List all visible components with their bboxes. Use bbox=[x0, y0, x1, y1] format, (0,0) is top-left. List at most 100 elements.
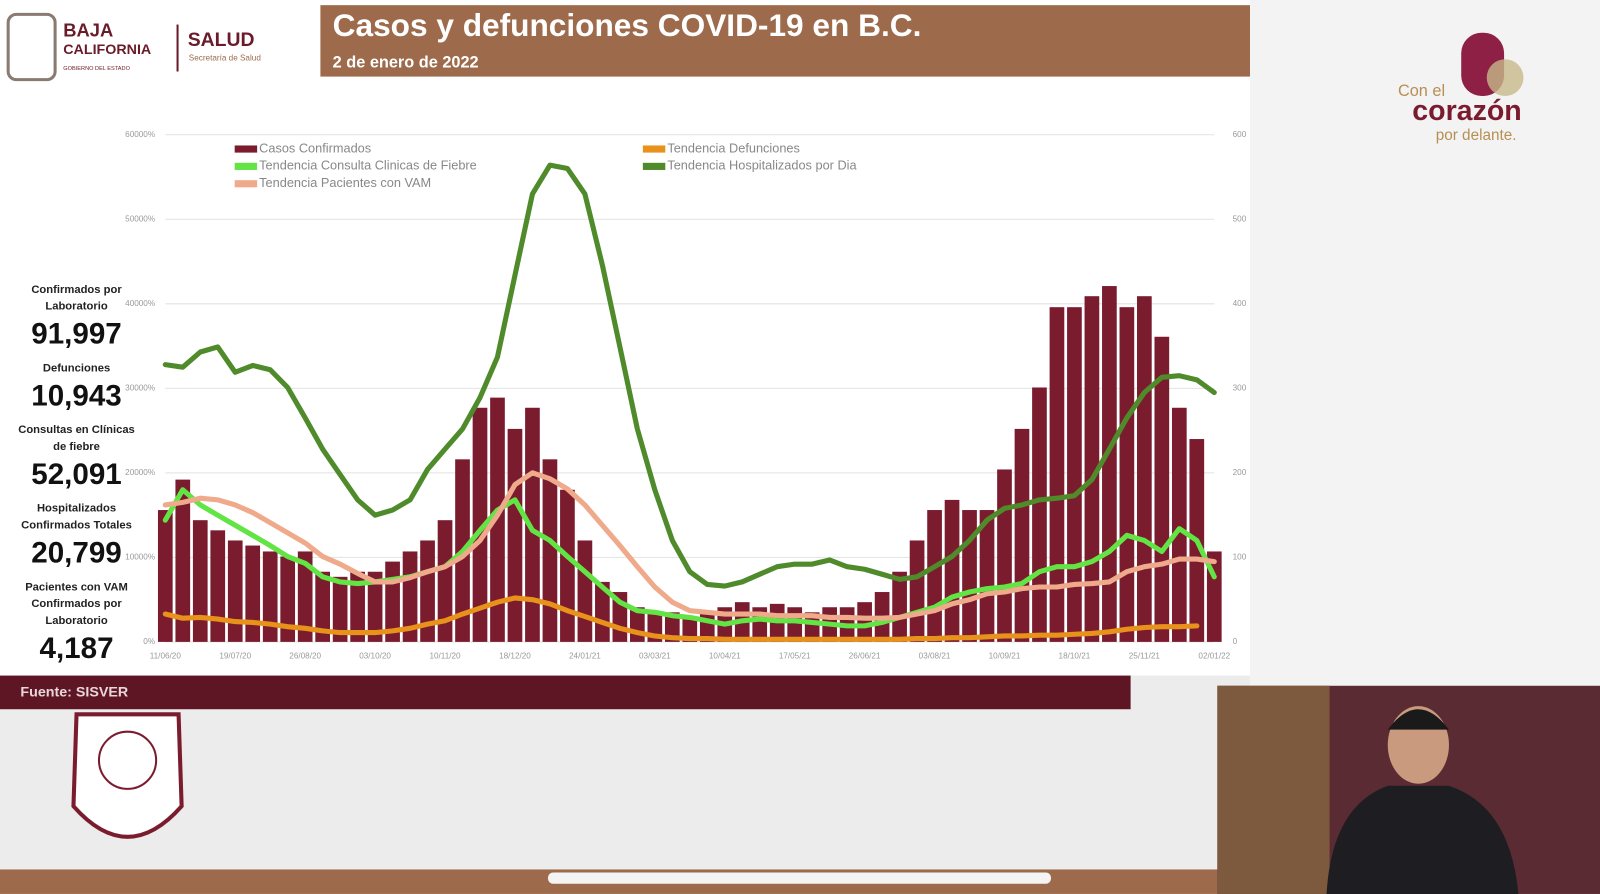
trend-line bbox=[162, 595, 1200, 642]
stat-label: de fiebre bbox=[53, 441, 100, 453]
title: Casos y defunciones COVID-19 en B.C. bbox=[333, 7, 922, 43]
stat-label: Laboratorio bbox=[45, 615, 107, 627]
x-tick-label: 03/08/21 bbox=[919, 651, 951, 660]
bar bbox=[542, 459, 558, 642]
y2-tick-label: 400 bbox=[1233, 299, 1247, 308]
x-tick-label: 18/10/21 bbox=[1059, 651, 1091, 660]
bar bbox=[944, 499, 960, 642]
bar bbox=[577, 540, 593, 642]
y2-tick-label: 0 bbox=[1233, 637, 1238, 646]
bar bbox=[1084, 296, 1100, 642]
dept-sub: Secretaría de Salud bbox=[189, 53, 262, 62]
bar bbox=[682, 617, 698, 642]
bar bbox=[315, 571, 330, 642]
bar bbox=[892, 571, 907, 642]
x-tick-label: 18/12/20 bbox=[499, 651, 531, 660]
bar bbox=[560, 489, 575, 642]
x-tick-label: 24/01/21 bbox=[569, 651, 601, 660]
trend-line bbox=[162, 162, 1217, 589]
bar bbox=[210, 530, 226, 642]
x-tick-label: 10/04/21 bbox=[709, 651, 741, 660]
bar bbox=[1032, 387, 1047, 642]
x-tick-label: 19/07/20 bbox=[219, 651, 251, 660]
stat-label: Hospitalizados bbox=[37, 503, 116, 515]
stat-value: 4,187 bbox=[40, 632, 114, 665]
logo-text: GOBIERNO DEL ESTADO bbox=[63, 66, 130, 72]
bar bbox=[367, 571, 383, 642]
bar bbox=[962, 510, 977, 642]
bar bbox=[979, 510, 995, 642]
bar bbox=[420, 540, 435, 642]
legend-label: Tendencia Consulta Clinicas de Fiebre bbox=[259, 158, 477, 173]
stat-label: Confirmados por bbox=[31, 284, 122, 296]
bar bbox=[1049, 307, 1065, 642]
x-tick-label: 03/03/21 bbox=[639, 651, 671, 660]
video-person bbox=[1326, 785, 1519, 894]
y-tick-label: 60000% bbox=[125, 130, 155, 139]
logo-text: CALIFORNIA bbox=[63, 42, 151, 58]
legend-swatch bbox=[234, 180, 258, 188]
bar bbox=[245, 545, 261, 642]
x-tick-label: 10/11/20 bbox=[429, 651, 461, 660]
shield bbox=[71, 712, 184, 839]
bar bbox=[664, 612, 680, 642]
footer-band bbox=[0, 675, 1131, 710]
bar bbox=[350, 571, 365, 642]
y-tick-label: 20000% bbox=[125, 468, 155, 477]
bar bbox=[525, 407, 540, 642]
brand-text: corazón bbox=[1412, 95, 1522, 127]
stat-value: 10,943 bbox=[31, 379, 121, 412]
y2-tick-label: 200 bbox=[1233, 468, 1247, 477]
subtitle: 2 de enero de 2022 bbox=[333, 54, 479, 72]
bar bbox=[437, 520, 453, 642]
y2-tick-label: 100 bbox=[1233, 553, 1247, 562]
legend-label: Tendencia Hospitalizados por Dia bbox=[667, 158, 857, 173]
x-tick-label: 02/01/22 bbox=[1198, 651, 1230, 660]
video-decor bbox=[1217, 685, 1330, 894]
legend-swatch bbox=[642, 162, 666, 170]
bar bbox=[1119, 307, 1135, 642]
legend-swatch bbox=[234, 162, 258, 170]
y-tick-label: 30000% bbox=[125, 383, 155, 392]
y2-tick-label: 600 bbox=[1233, 130, 1247, 139]
video-person bbox=[1387, 709, 1449, 730]
bar bbox=[472, 407, 488, 642]
stat-value: 91,997 bbox=[31, 318, 121, 351]
stat-label: Laboratorio bbox=[45, 301, 107, 313]
legend-label: Casos Confirmados bbox=[259, 140, 371, 155]
bar bbox=[1067, 307, 1082, 642]
bar bbox=[157, 510, 173, 642]
bar bbox=[332, 576, 348, 642]
trend-line bbox=[162, 487, 1217, 629]
x-tick-label: 03/10/20 bbox=[359, 651, 391, 660]
bar bbox=[595, 581, 610, 642]
y-tick-label: 40000% bbox=[125, 299, 155, 308]
legend-label: Tendencia Pacientes con VAM bbox=[259, 175, 431, 190]
stat-value: 20,799 bbox=[31, 536, 121, 569]
bar bbox=[1014, 428, 1030, 642]
bar bbox=[997, 469, 1012, 642]
y2-tick-label: 300 bbox=[1233, 383, 1247, 392]
bar bbox=[262, 551, 278, 642]
brand-text: por delante. bbox=[1436, 127, 1517, 144]
stat-label: Defunciones bbox=[43, 362, 110, 374]
dept-name: SALUD bbox=[188, 29, 255, 51]
bar bbox=[927, 510, 942, 642]
title-band bbox=[320, 5, 1250, 77]
brand-mark bbox=[1486, 59, 1524, 96]
stat-label: Confirmados Totales bbox=[21, 520, 132, 532]
shield-detail bbox=[97, 730, 158, 790]
legend-label: Tendencia Defunciones bbox=[667, 140, 800, 155]
bar bbox=[507, 428, 523, 642]
x-tick-label: 10/09/21 bbox=[989, 651, 1021, 660]
brand-text: Con el bbox=[1398, 82, 1445, 100]
bar bbox=[1102, 286, 1117, 642]
bar bbox=[192, 520, 208, 642]
stat-label: Confirmados por bbox=[31, 598, 122, 610]
stat-label: Consultas en Clínicas bbox=[18, 424, 135, 436]
trend-line bbox=[162, 470, 1217, 621]
bar bbox=[297, 551, 313, 642]
bar bbox=[909, 540, 925, 642]
scroll-handle[interactable] bbox=[547, 872, 1052, 884]
